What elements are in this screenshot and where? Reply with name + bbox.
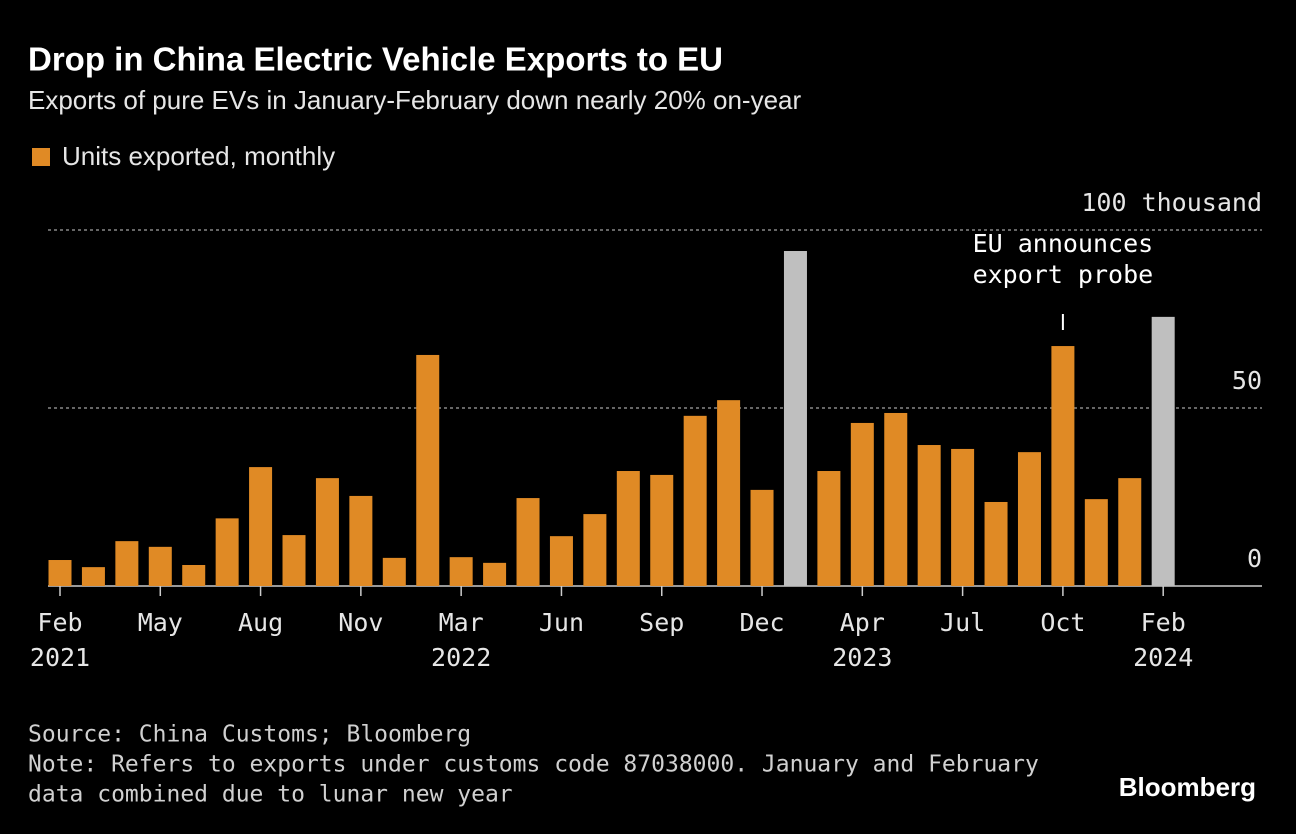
bar: [650, 474, 674, 586]
x-year-label: 2024: [1133, 643, 1193, 672]
y-tick-label: 0: [1247, 544, 1262, 573]
bar: [917, 445, 941, 586]
y-tick-label: 100 thousand: [1081, 188, 1262, 217]
bar: [382, 557, 406, 586]
source: Source: China Customs; Bloomberg: [28, 722, 471, 748]
bar: [717, 400, 741, 586]
bar: [249, 467, 273, 586]
x-year-label: 2023: [832, 643, 892, 672]
bar: [1084, 499, 1108, 586]
y-tick-label: 50: [1232, 366, 1262, 395]
bar: [215, 518, 239, 586]
bar: [349, 495, 373, 586]
bar: [416, 354, 440, 586]
legend-label: Units exported, monthly: [62, 141, 335, 171]
x-tick-label: Jul: [940, 608, 985, 637]
chart-subtitle: Exports of pure EVs in January-February …: [28, 85, 801, 115]
annotation: export probe: [973, 260, 1154, 289]
bar: [616, 471, 640, 586]
bar: [1051, 346, 1075, 586]
x-tick-label: Feb: [1141, 608, 1186, 637]
bar: [148, 546, 172, 586]
bar: [951, 448, 975, 586]
bar: [182, 564, 206, 586]
bar: [750, 489, 774, 586]
x-year-label: 2022: [431, 643, 491, 672]
x-tick-label: Aug: [238, 608, 283, 637]
bar: [817, 471, 841, 586]
x-tick-label: Mar: [439, 608, 484, 637]
bar: [984, 501, 1008, 586]
bar: [81, 567, 105, 586]
brand: Bloomberg: [1119, 772, 1256, 802]
note: data combined due to lunar new year: [28, 782, 513, 808]
bar: [850, 422, 874, 586]
bar: [1118, 478, 1142, 586]
bar: [884, 412, 908, 586]
x-tick-label: Oct: [1040, 608, 1085, 637]
x-tick-label: May: [138, 608, 183, 637]
x-tick-label: Feb: [37, 608, 82, 637]
chart-title: Drop in China Electric Vehicle Exports t…: [28, 41, 723, 78]
x-tick-label: Jun: [539, 608, 584, 637]
x-tick-label: Dec: [739, 608, 784, 637]
bar: [449, 557, 473, 586]
annotation: EU announces: [973, 229, 1154, 258]
x-tick-label: Apr: [840, 608, 885, 637]
bar: [549, 536, 573, 586]
x-year-label: 2021: [30, 643, 90, 672]
bar: [783, 251, 807, 586]
note: Note: Refers to exports under customs co…: [28, 752, 1039, 778]
bar: [282, 535, 306, 586]
bar: [583, 514, 607, 586]
x-tick-label: Sep: [639, 608, 684, 637]
legend-swatch: [32, 148, 50, 166]
bar: [1017, 452, 1041, 586]
bar: [483, 562, 507, 586]
bar: [48, 560, 72, 586]
bar: [1151, 316, 1175, 586]
bar: [315, 478, 339, 586]
bar: [683, 415, 707, 586]
bar: [115, 541, 139, 586]
x-tick-label: Nov: [338, 608, 383, 637]
bar: [516, 498, 540, 586]
